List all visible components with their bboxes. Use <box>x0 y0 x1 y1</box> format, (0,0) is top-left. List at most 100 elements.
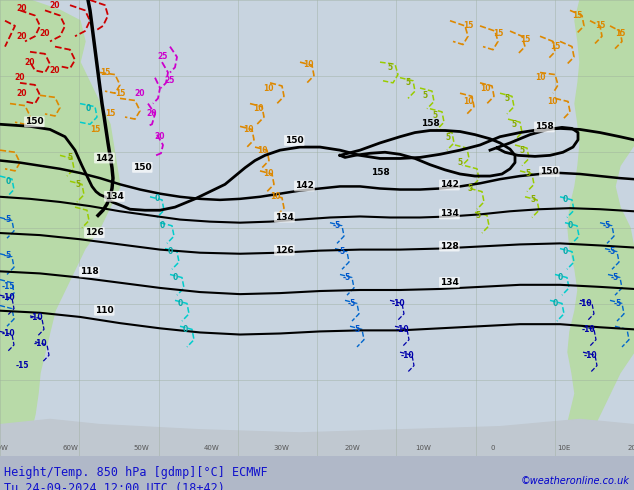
Text: 150: 150 <box>285 136 304 145</box>
Text: -5: -5 <box>608 247 616 256</box>
Text: 60W: 60W <box>63 444 79 450</box>
Text: -10: -10 <box>583 351 597 360</box>
Text: 20W: 20W <box>344 444 360 450</box>
Text: 15: 15 <box>493 28 503 38</box>
Text: 5: 5 <box>519 146 524 155</box>
Text: 20: 20 <box>16 32 27 41</box>
Text: 0: 0 <box>183 325 188 334</box>
Text: 10: 10 <box>269 192 280 201</box>
Text: -15: -15 <box>15 361 29 370</box>
Text: 10: 10 <box>262 83 273 93</box>
Text: 50W: 50W <box>133 444 149 450</box>
Text: 20E: 20E <box>628 444 634 450</box>
Text: -5: -5 <box>353 325 361 334</box>
Text: 15: 15 <box>463 22 473 30</box>
Text: 5: 5 <box>531 196 536 204</box>
Text: 5: 5 <box>422 91 427 100</box>
Text: 25: 25 <box>165 76 175 85</box>
Text: 158: 158 <box>371 168 389 177</box>
Text: -10: -10 <box>391 299 405 308</box>
Text: 0: 0 <box>552 299 558 308</box>
Text: 5: 5 <box>458 158 463 167</box>
Text: 20: 20 <box>15 73 25 82</box>
Text: 5: 5 <box>405 78 411 87</box>
Text: 134: 134 <box>440 278 459 287</box>
Text: 10: 10 <box>243 125 253 134</box>
Text: 5: 5 <box>446 133 451 142</box>
Text: 150: 150 <box>25 117 44 126</box>
Text: 15: 15 <box>90 125 100 134</box>
Text: ©weatheronline.co.uk: ©weatheronline.co.uk <box>521 476 630 486</box>
Text: 10E: 10E <box>557 444 570 450</box>
Text: 20: 20 <box>135 89 145 98</box>
Text: Tu 24-09-2024 12:00 UTC (18+42): Tu 24-09-2024 12:00 UTC (18+42) <box>4 482 225 490</box>
Text: -10: -10 <box>400 351 414 360</box>
Text: 134: 134 <box>105 192 124 201</box>
Text: 0: 0 <box>172 273 178 282</box>
Text: 15: 15 <box>550 42 560 51</box>
Text: -15: -15 <box>1 282 15 292</box>
Text: 5: 5 <box>505 94 510 103</box>
Text: -5: -5 <box>338 247 346 256</box>
Text: 20: 20 <box>49 0 60 10</box>
Text: -5: -5 <box>603 221 611 230</box>
Text: -10: -10 <box>1 293 15 302</box>
Text: 20: 20 <box>40 28 50 38</box>
Text: 30W: 30W <box>274 444 290 450</box>
Text: 142: 142 <box>440 180 459 190</box>
Text: 126: 126 <box>275 245 294 255</box>
Text: 134: 134 <box>440 209 459 219</box>
Text: 20: 20 <box>16 89 27 98</box>
Text: 5: 5 <box>526 170 531 178</box>
Text: 15: 15 <box>595 22 605 30</box>
Text: 10: 10 <box>253 104 263 113</box>
Polygon shape <box>565 0 634 456</box>
Text: 10: 10 <box>303 60 313 69</box>
Text: -5: -5 <box>614 299 622 308</box>
Text: 142: 142 <box>95 153 114 163</box>
Text: 10: 10 <box>534 73 545 82</box>
Text: 0: 0 <box>491 444 495 450</box>
Text: 20: 20 <box>146 109 157 119</box>
Text: 10W: 10W <box>415 444 430 450</box>
Text: 10: 10 <box>262 170 273 178</box>
Text: -5: -5 <box>611 273 619 282</box>
Text: 110: 110 <box>95 306 113 315</box>
Text: 0: 0 <box>178 299 183 308</box>
Text: -10: -10 <box>33 340 47 348</box>
Text: 128: 128 <box>440 242 459 250</box>
Text: 0: 0 <box>86 104 91 113</box>
Text: 5: 5 <box>467 184 472 193</box>
Text: 20: 20 <box>155 132 165 141</box>
Text: 25: 25 <box>158 52 168 61</box>
Text: 10: 10 <box>547 97 557 106</box>
Text: 0: 0 <box>5 177 11 186</box>
Text: 40W: 40W <box>204 444 219 450</box>
Text: 5: 5 <box>476 211 481 220</box>
Text: 10: 10 <box>257 146 268 155</box>
Text: 20: 20 <box>25 58 36 67</box>
Text: 0: 0 <box>562 247 567 256</box>
Text: Height/Temp. 850 hPa [gdmp][°C] ECMWF: Height/Temp. 850 hPa [gdmp][°C] ECMWF <box>4 466 268 479</box>
Text: 0: 0 <box>557 273 562 282</box>
Text: -5: -5 <box>348 299 356 308</box>
Text: 15: 15 <box>572 11 582 20</box>
Text: 5: 5 <box>67 153 72 162</box>
Text: 10: 10 <box>463 97 473 106</box>
Text: -5: -5 <box>343 273 351 282</box>
Text: 20: 20 <box>16 4 27 13</box>
Polygon shape <box>0 0 120 456</box>
Text: 5: 5 <box>387 63 392 72</box>
Text: 5: 5 <box>432 112 437 121</box>
Text: 0: 0 <box>159 221 165 230</box>
Text: 0: 0 <box>154 195 160 203</box>
Text: -10: -10 <box>1 329 15 338</box>
Text: 142: 142 <box>295 181 314 191</box>
Text: -5: -5 <box>333 221 341 230</box>
Text: -10: -10 <box>29 314 43 322</box>
Text: -10: -10 <box>578 299 592 308</box>
Text: -10: -10 <box>581 325 595 334</box>
Text: 0: 0 <box>562 196 567 204</box>
Text: 150: 150 <box>540 167 559 176</box>
Text: 5: 5 <box>75 180 81 189</box>
